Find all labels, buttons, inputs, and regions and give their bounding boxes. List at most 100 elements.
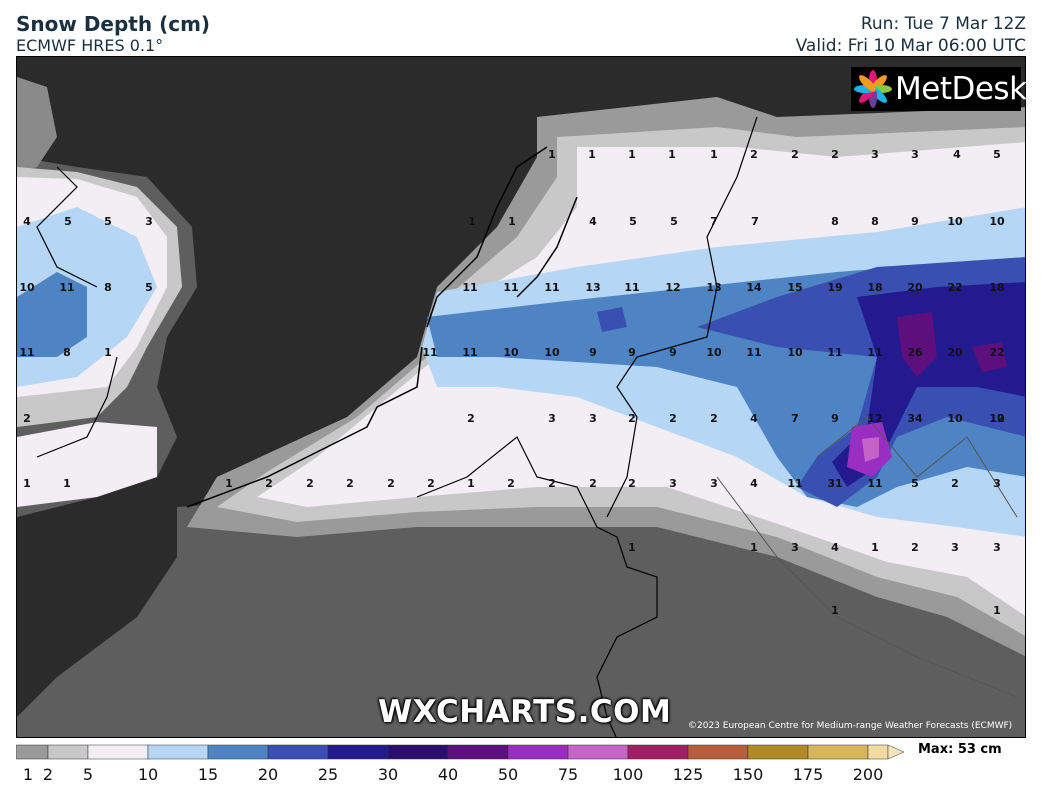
snow-depth-value: 11 [867,346,882,359]
snow-depth-value: 1 [710,148,718,161]
snow-depth-value: 11 [19,346,34,359]
snow-depth-value: 4 [953,148,961,161]
snow-depth-value: 1 [668,148,676,161]
snow-depth-value: 5 [670,215,678,228]
snow-depth-value: 3 [993,541,1001,554]
snow-depth-value: 5 [993,148,1001,161]
england-north-land [17,77,57,172]
snow-depth-value: 1 [467,477,475,490]
legend-swatch [507,744,569,760]
england-coastline [36,166,118,458]
snow-depth-value: 5 [104,215,112,228]
legend-tick-label: 2 [42,765,54,784]
england-snow-15cm [17,272,87,357]
snow-depth-value: 2 [831,148,839,161]
max-value-label: Max: 53 cm [918,742,1002,757]
legend-colorbar [16,744,905,760]
snow-depth-value: 11 [544,281,559,294]
snow-depth-value: 9 [831,412,839,425]
snow-depth-value: 3 [871,148,879,161]
metdesk-logo: MetDesk [851,67,1027,111]
snow-depth-value: 14 [746,281,762,294]
snow-depth-value: 7 [710,215,718,228]
snow-depth-value: 12 [867,412,882,425]
legend-tick-label: 100 [612,765,644,784]
snow-depth-value: 11 [746,346,761,359]
copyright-text: ©2023 European Centre for Medium-range W… [688,721,1013,731]
legend-swatch [867,744,889,760]
snow-depth-value: 2 [427,477,435,490]
legend-swatch [47,744,89,760]
snow-depth-value: 2 [467,412,475,425]
snow-depth-value: 18 [867,281,882,294]
legend-tick-label: 30 [377,765,399,784]
snow-75cm-area [862,437,879,462]
snow-depth-value: 1 [468,215,476,228]
snow-depth-value: 2 [628,477,636,490]
snow-depth-value: 3 [145,215,153,228]
snow-depth-value: 1 [628,541,636,554]
snow-depth-value: 11 [867,477,882,490]
snow-depth-value: 8 [63,346,71,359]
wxcharts-watermark: WXCHARTS.COM [378,694,672,730]
chart-title: Snow Depth (cm) [16,12,211,36]
snow-depth-value: 10 [989,215,1005,228]
snow-depth-value: 15 [787,281,802,294]
snow-depth-value: 2 [265,477,273,490]
legend-tick-label: 15 [197,765,219,784]
snow-depth-value: 2 [346,477,354,490]
snow-depth-value: 19 [827,281,842,294]
snow-depth-map[interactable]: 1 1 1 1 1 2 2 2 3 3 4 5 4 5 5 3 1 1 4 5 5 7 7 8 8 9 10 10 10 11 8 5 11 11… [16,56,1026,738]
snow-depth-value: 9 [911,215,919,228]
legend-tick-label: 175 [792,765,824,784]
snow-depth-value: 1 [750,541,758,554]
legend-tick-label: 125 [672,765,704,784]
metdesk-flower-icon [854,70,892,108]
snow-depth-value: 1 [588,148,596,161]
snow-depth-value: 10 [706,346,722,359]
coastline [186,146,578,508]
snow-depth-value: 9 [669,346,677,359]
legend-swatch [387,744,449,760]
country-border [416,436,658,737]
legend-swatch [147,744,209,760]
snow-40cm-area [897,312,937,377]
snow-depth-value: 3 [791,541,799,554]
england-kent-snow [17,422,157,507]
run-time: Run: Tue 7 Mar 12Z [860,14,1026,34]
snow-depth-value: 11 [462,346,477,359]
snow-depth-value: 1 [993,604,1001,617]
snow-depth-value: 2 [951,477,959,490]
snow-depth-value: 34 [907,412,923,425]
legend-tick-label: 150 [732,765,764,784]
legend-tick-label: 5 [82,765,94,784]
snow-depth-value: 22 [947,281,962,294]
legend-tick-label: 50 [497,765,519,784]
snow-depth-value: 5 [911,477,919,490]
snow-depth-value: 18 [989,281,1004,294]
snow-depth-value: 11 [59,281,74,294]
snow-depth-value: 10 [503,346,519,359]
snow-depth-value: 12 [665,281,680,294]
legend-tick-label: 75 [557,765,579,784]
snow-depth-value: 1 [871,541,879,554]
snow-depth-value: 1 [508,215,516,228]
legend-tick-label: 200 [852,765,884,784]
snow-depth-value: 11 [787,477,802,490]
legend-swatch [327,744,389,760]
snow-depth-value: 1 [628,148,636,161]
snow-depth-value: 20 [947,346,963,359]
model-subtitle: ECMWF HRES 0.1° [16,36,164,55]
snow-depth-value: 2 [23,412,31,425]
snow-depth-value: 1 [225,477,233,490]
snow-depth-value: 10 [947,412,963,425]
snow-depth-value: 2 [669,412,677,425]
snow-depth-value: 26 [907,346,923,359]
country-border-east [606,116,758,518]
snow-depth-value: 2 [306,477,314,490]
legend-tick-label: 10 [137,765,159,784]
snow-depth-value: 8 [104,281,112,294]
snow-depth-value: 11 [624,281,639,294]
